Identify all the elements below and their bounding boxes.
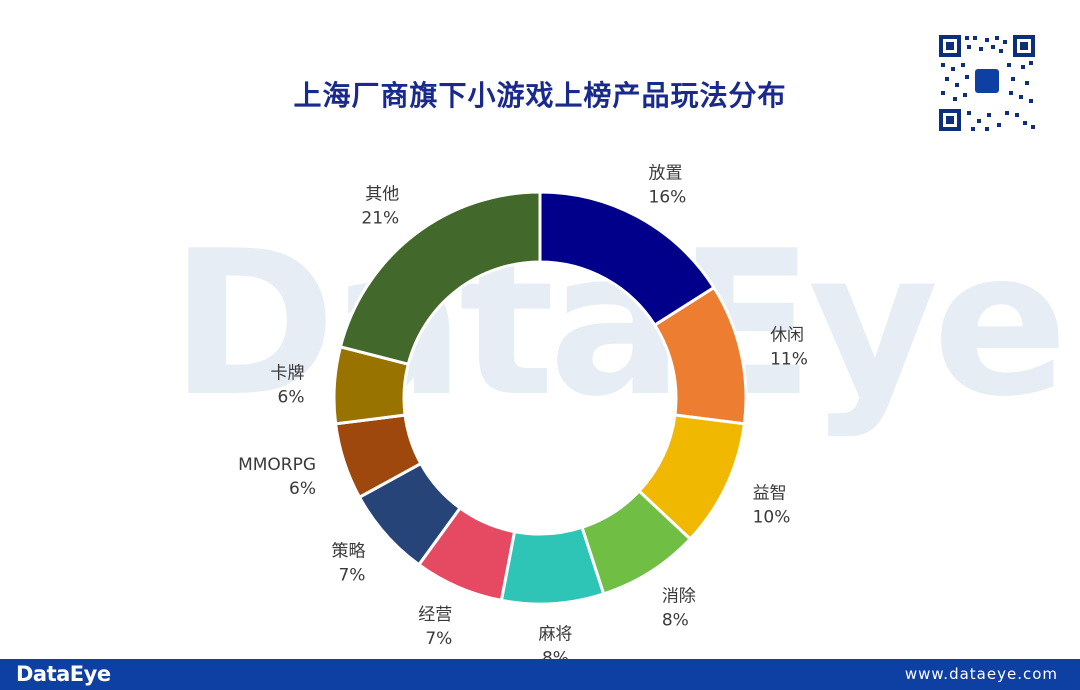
slice-label-0: 放置 <box>649 163 683 183</box>
slice-value-1: 11% <box>770 349 808 369</box>
slice-label-1: 休闲 <box>770 325 804 345</box>
slice-label-8: 卡牌 <box>270 364 304 384</box>
slice-label-2: 益智 <box>753 484 787 504</box>
footer-bar: DataEye www.dataeye.com <box>0 659 1080 690</box>
slice-value-7: 6% <box>289 479 316 499</box>
slice-value-8: 6% <box>278 388 305 408</box>
slice-value-6: 7% <box>338 566 365 586</box>
slice-label-6: 策略 <box>331 542 365 562</box>
slice-value-0: 16% <box>649 187 687 207</box>
qr-code <box>937 33 1037 133</box>
footer-url[interactable]: www.dataeye.com <box>904 665 1058 683</box>
footer-brand: DataEye <box>16 662 111 686</box>
slice-value-2: 10% <box>753 508 791 528</box>
chart-title: 上海厂商旗下小游戏上榜产品玩法分布 <box>293 79 787 112</box>
slice-label-5: 经营 <box>418 605 452 625</box>
slice-label-4: 麻将 <box>538 625 572 645</box>
slice-9 <box>338 190 542 367</box>
slice-value-9: 21% <box>361 209 399 229</box>
slice-value-3: 8% <box>662 611 689 631</box>
slice-label-3: 消除 <box>662 587 696 607</box>
slice-label-7: MMORPG <box>238 455 316 475</box>
slice-label-9: 其他 <box>365 185 399 205</box>
slice-value-5: 7% <box>425 629 452 649</box>
